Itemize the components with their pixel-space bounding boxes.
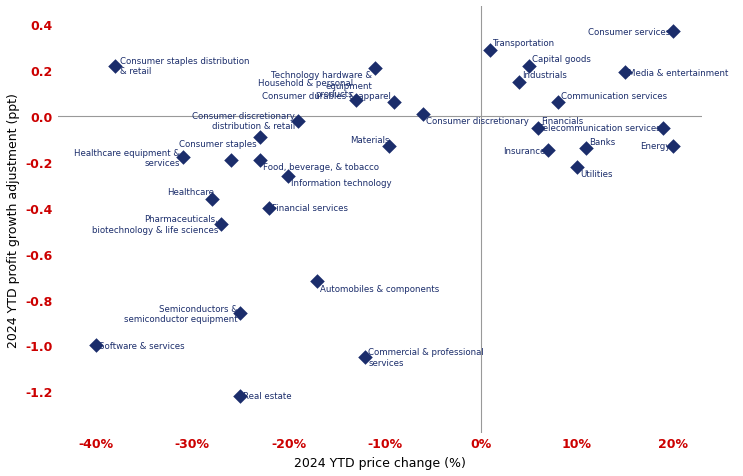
Text: Utilities: Utilities [580, 169, 612, 178]
Point [523, 63, 535, 70]
Text: Industrials: Industrials [522, 71, 567, 80]
Text: Healthcare: Healthcare [167, 188, 215, 197]
Point [533, 124, 545, 132]
Point [311, 278, 323, 286]
Point [542, 148, 554, 155]
Point [667, 28, 679, 36]
Point [417, 111, 429, 119]
Text: Real estate: Real estate [243, 392, 292, 401]
Text: Commercial & professional
services: Commercial & professional services [369, 347, 484, 367]
Text: Consumer staples: Consumer staples [179, 140, 257, 149]
Text: Technology hardware &
equipment: Technology hardware & equipment [271, 71, 372, 90]
Point [235, 310, 247, 317]
Text: Insurance: Insurance [503, 147, 545, 156]
Point [571, 163, 583, 171]
Point [263, 205, 275, 212]
Point [109, 63, 121, 70]
Point [369, 65, 381, 72]
Point [225, 157, 237, 164]
X-axis label: 2024 YTD price change (%): 2024 YTD price change (%) [294, 456, 466, 469]
Point [580, 145, 592, 153]
Point [552, 99, 564, 107]
Text: Pharmaceuticals,
biotechnology & life sciences: Pharmaceuticals, biotechnology & life sc… [92, 215, 218, 234]
Text: Communication services: Communication services [560, 92, 666, 101]
Point [350, 97, 362, 105]
Point [360, 353, 372, 361]
Text: Information technology: Information technology [291, 178, 392, 188]
Text: Media & entertainment: Media & entertainment [628, 69, 728, 78]
Point [513, 79, 525, 86]
Point [235, 392, 247, 400]
Text: Energy: Energy [640, 142, 670, 151]
Text: Telecommunication services: Telecommunication services [539, 124, 661, 133]
Text: Banks: Banks [589, 138, 616, 147]
Point [619, 69, 631, 77]
Text: Transportation: Transportation [493, 39, 555, 48]
Point [90, 342, 102, 349]
Text: Household & personal
products: Household & personal products [258, 79, 353, 99]
Text: Food, beverage, & tobacco: Food, beverage, & tobacco [262, 163, 378, 171]
Point [292, 118, 304, 125]
Text: Capital goods: Capital goods [532, 55, 591, 64]
Point [206, 196, 218, 203]
Text: Consumer durables & apparel: Consumer durables & apparel [262, 92, 392, 101]
Point [658, 124, 669, 132]
Point [667, 143, 679, 150]
Text: Semiconductors &
semiconductor equipment: Semiconductors & semiconductor equipment [124, 304, 238, 323]
Point [177, 154, 189, 162]
Text: Consumer staples distribution
& retail: Consumer staples distribution & retail [120, 57, 250, 76]
Text: Software & services: Software & services [99, 341, 185, 350]
Point [215, 220, 227, 228]
Text: Materials: Materials [350, 135, 389, 144]
Text: Consumer services: Consumer services [588, 28, 670, 37]
Point [389, 99, 400, 107]
Text: Consumer discretionary
distribution & retail: Consumer discretionary distribution & re… [192, 112, 295, 131]
Point [253, 134, 265, 141]
Text: Consumer discretionary: Consumer discretionary [426, 117, 529, 126]
Text: Healthcare equipment &
services: Healthcare equipment & services [74, 149, 180, 168]
Text: Financials: Financials [542, 117, 583, 126]
Text: Financial services: Financial services [272, 204, 348, 213]
Y-axis label: 2024 YTD profit growth adjustment (ppt): 2024 YTD profit growth adjustment (ppt) [7, 93, 20, 347]
Point [484, 47, 496, 54]
Point [253, 157, 265, 164]
Text: Automobiles & components: Automobiles & components [320, 284, 439, 293]
Point [282, 172, 294, 180]
Point [383, 143, 395, 150]
